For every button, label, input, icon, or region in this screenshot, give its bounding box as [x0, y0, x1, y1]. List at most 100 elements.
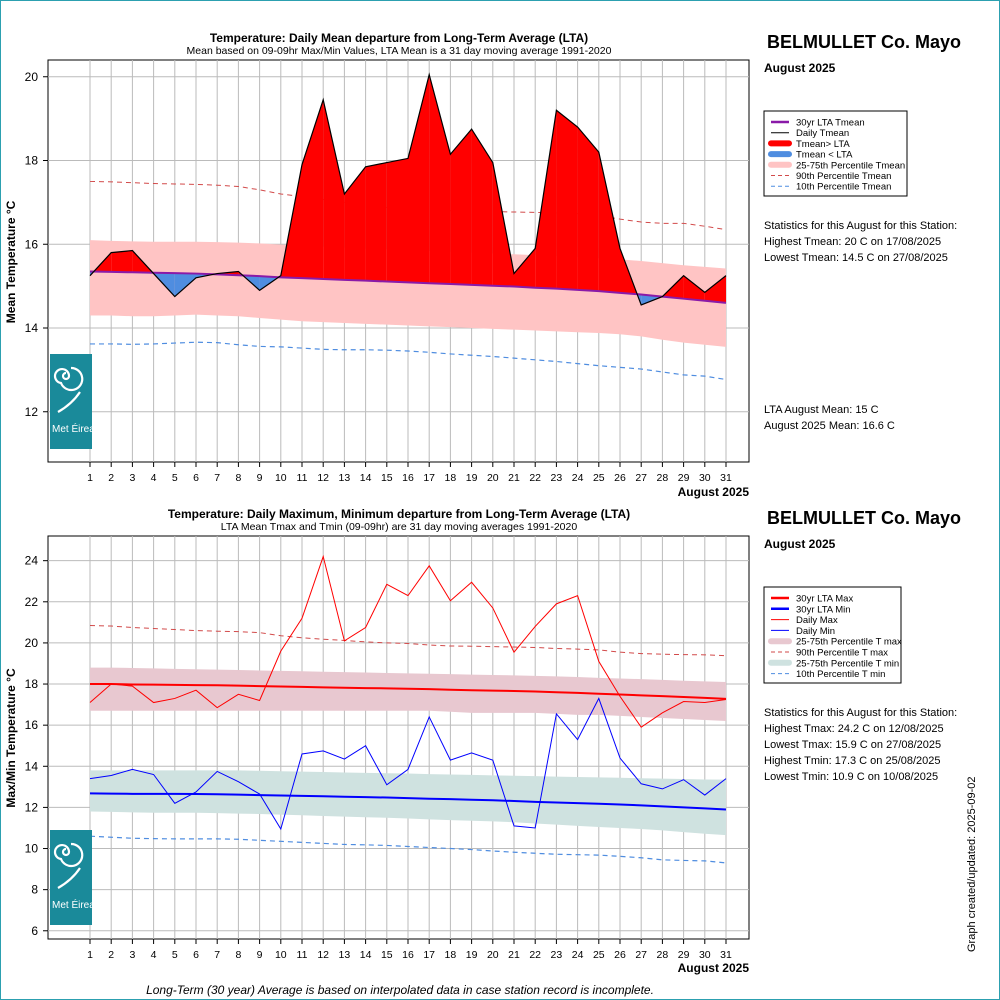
bot-y-tick-label: 8	[31, 883, 38, 897]
bottom-station-name: BELMULLET Co. Mayo	[767, 508, 961, 528]
bot-x-tick-label: 14	[360, 949, 372, 961]
bot-y-tick-label: 14	[25, 759, 39, 773]
top-legend-label: 30yr LTA Tmean	[796, 118, 865, 129]
bot-x-tick-label: 31	[720, 949, 732, 961]
bottom-stats-header: Statistics for this August for this Stat…	[764, 707, 957, 719]
top-x-tick-label: 27	[635, 472, 647, 484]
bot-y-tick-label: 18	[25, 677, 39, 691]
bot-y-tick-label: 12	[25, 800, 39, 814]
top-x-tick-label: 15	[381, 472, 393, 484]
top-x-ticks: 1 2 3 4 5 6 7 8 9 10 11 12 13 14 15 16 17 18 19 20 21 22 23 24 2…	[87, 462, 732, 484]
top-x-tick-label: 12	[317, 472, 329, 484]
tmean-above-lta-fill	[408, 74, 430, 284]
top-legend-label: 25-75th Percentile Tmean	[796, 160, 905, 171]
bottom-y-ticks: 6 8 10 12 14 16 18 20 22 24	[25, 554, 48, 938]
tmean-above-lta-fill	[704, 275, 726, 303]
bot-y-tick-label: 6	[31, 924, 38, 938]
graph-created-date: Graph created/updated: 2025-09-02	[966, 776, 978, 952]
lta-tmean-line	[89, 270, 727, 304]
top-station-name: BELMULLET Co. Mayo	[767, 32, 961, 52]
top-x-tick-label: 1	[87, 472, 93, 484]
tmean-10th-percentile-line	[90, 341, 727, 381]
top-x-tick-label: 29	[678, 472, 690, 484]
bottom-stat-highest-tmin: Highest Tmin: 17.3 C on 25/08/2025	[764, 755, 941, 767]
bot-x-tick-label: 28	[657, 949, 669, 961]
daily-tmean-line	[89, 72, 727, 306]
tmean-above-lta-fill	[556, 110, 578, 290]
top-x-tick-label: 5	[172, 472, 178, 484]
bot-x-tick-label: 18	[445, 949, 457, 961]
top-y-tick-label: 14	[25, 321, 39, 335]
bot-x-tick-label: 10	[275, 949, 287, 961]
top-y-tick-label: 20	[25, 70, 39, 84]
tmax-25-75-band	[90, 667, 726, 722]
top-legend-label: Daily Tmean	[796, 128, 849, 139]
top-x-tick-label: 10	[275, 472, 287, 484]
bot-legend-label: 30yr LTA Max	[796, 594, 853, 605]
top-y-axis-label: Mean Temperature °C	[4, 200, 18, 323]
top-x-tick-label: 2	[108, 472, 114, 484]
bot-x-tick-label: 9	[257, 949, 263, 961]
bottom-panel: Temperature: Daily Maximum, Minimum depa…	[4, 507, 961, 975]
bottom-chart-subtitle: LTA Mean Tmax and Tmin (09-09hr) are 31 …	[221, 521, 578, 533]
top-x-tick-label: 25	[593, 472, 605, 484]
bot-y-tick-label: 16	[25, 718, 39, 732]
tmean-above-lta-fill	[514, 248, 536, 288]
top-plot	[89, 72, 727, 381]
bot-y-tick-label: 24	[25, 554, 39, 568]
bot-x-tick-label: 3	[129, 949, 135, 961]
bot-x-tick-label: 17	[423, 949, 435, 961]
bot-x-tick-label: 13	[339, 949, 351, 961]
top-x-tick-label: 6	[193, 472, 199, 484]
bot-x-tick-label: 7	[214, 949, 220, 961]
bottom-stat-lowest-tmin: Lowest Tmin: 10.9 C on 10/08/2025	[764, 771, 938, 783]
tmean-above-lta-fill	[302, 99, 324, 280]
bottom-met-eireann-logo: Met Éireann	[50, 830, 106, 925]
tmax-90th-percentile-line	[89, 624, 727, 657]
tmean-above-lta-fill	[365, 162, 387, 282]
top-x-tick-label: 8	[235, 472, 241, 484]
bottom-stat-lowest-tmax: Lowest Tmax: 15.9 C on 27/08/2025	[764, 739, 941, 751]
top-x-tick-label: 16	[402, 472, 414, 484]
top-y-tick-label: 16	[25, 237, 39, 251]
bottom-chart-title: Temperature: Daily Maximum, Minimum depa…	[168, 507, 630, 521]
august-2025-mean: August 2025 Mean: 16.6 C	[764, 420, 895, 432]
top-x-tick-label: 31	[720, 472, 732, 484]
bot-x-tick-label: 19	[466, 949, 478, 961]
tmean-above-lta-fill	[111, 250, 133, 273]
top-x-tick-label: 13	[339, 472, 351, 484]
top-month: August 2025	[764, 61, 836, 75]
top-logo-text: Met Éireann	[52, 422, 106, 435]
bot-legend-label: 90th Percentile T max	[796, 648, 888, 659]
top-x-tick-label: 28	[657, 472, 669, 484]
top-x-tick-label: 19	[466, 472, 478, 484]
bottom-plot-area	[47, 535, 750, 940]
daily-max-line	[89, 554, 727, 728]
bot-x-tick-label: 30	[699, 949, 711, 961]
lta-max-line	[90, 683, 727, 700]
top-met-eireann-logo: Met Éireann	[50, 354, 106, 449]
top-x-tick-label: 17	[423, 472, 435, 484]
tmean-above-lta-fill	[535, 110, 557, 289]
top-x-tick-label: 23	[551, 472, 563, 484]
tmin-25-75-band	[90, 770, 726, 836]
bot-x-tick-label: 26	[614, 949, 626, 961]
top-panel: Temperature: Daily Mean departure from L…	[4, 31, 961, 499]
top-x-tick-label: 11	[297, 472, 308, 484]
top-legend-label: Tmean> LTA	[796, 139, 850, 150]
top-chart-title: Temperature: Daily Mean departure from L…	[210, 31, 588, 45]
tmean-above-lta-fill	[450, 129, 472, 285]
bot-legend-label: 10th Percentile T min	[796, 669, 885, 680]
top-x-tick-label: 7	[214, 472, 220, 484]
tmean-above-lta-fill	[598, 152, 620, 293]
lta-august-mean: LTA August Mean: 15 C	[764, 404, 879, 416]
top-x-tick-label: 21	[508, 472, 520, 484]
bot-legend-label: 25-75th Percentile T max	[796, 637, 902, 648]
top-legend-label: 90th Percentile Tmean	[796, 171, 891, 182]
bottom-month: August 2025	[764, 537, 836, 551]
bot-x-tick-label: 21	[508, 949, 520, 961]
top-x-tick-label: 3	[129, 472, 135, 484]
